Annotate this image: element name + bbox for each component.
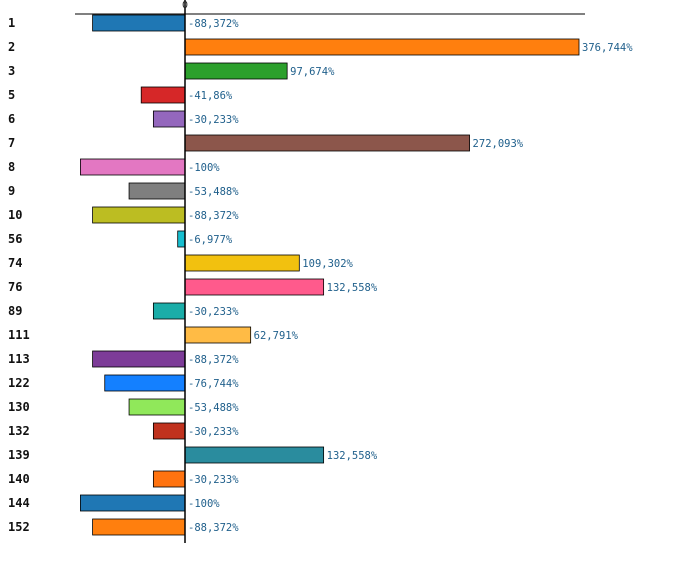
value-label-10: -88,372% (188, 210, 239, 222)
value-label-113: -88,372% (188, 354, 239, 366)
bar-144 (80, 494, 186, 512)
bar-9 (128, 182, 186, 200)
value-label-144: -100% (188, 498, 220, 510)
category-label-56: 56 (8, 232, 22, 246)
bar-74 (184, 254, 300, 272)
value-label-139: 132,558% (327, 450, 378, 462)
category-label-130: 130 (8, 400, 30, 414)
labels-layer: 1 -88,372% 2 376,744% 3 97,674% 5 -41,86% 6 -30,2… (8, 16, 633, 534)
category-label-152: 152 (8, 520, 30, 534)
bar-6 (152, 110, 186, 128)
bar-122 (104, 374, 186, 392)
category-label-74: 74 (8, 256, 22, 270)
value-label-7: 272,093% (473, 138, 524, 150)
bar-132 (152, 422, 186, 440)
value-label-1: -88,372% (188, 18, 239, 30)
category-label-76: 76 (8, 280, 22, 294)
bar-56 (177, 230, 186, 248)
value-label-111: 62,791% (254, 330, 299, 342)
category-label-6: 6 (8, 112, 15, 126)
bar-8 (80, 158, 186, 176)
bar-3 (184, 62, 288, 80)
bar-140 (152, 470, 186, 488)
category-label-132: 132 (8, 424, 30, 438)
category-label-2: 2 (8, 40, 15, 54)
bar-113 (92, 350, 186, 368)
bars-layer (80, 14, 580, 536)
value-label-5: -41,86% (188, 90, 233, 102)
value-label-6: -30,233% (188, 114, 239, 126)
value-label-152: -88,372% (188, 522, 239, 534)
bar-130 (128, 398, 186, 416)
bar-1 (92, 14, 186, 32)
bar-89 (152, 302, 186, 320)
category-label-113: 113 (8, 352, 30, 366)
value-label-8: -100% (188, 162, 220, 174)
value-label-56: -6,977% (188, 234, 233, 246)
bar-7 (184, 134, 470, 152)
value-label-9: -53,488% (188, 186, 239, 198)
category-label-139: 139 (8, 448, 30, 462)
bar-2 (184, 38, 580, 56)
category-label-5: 5 (8, 88, 15, 102)
value-label-130: -53,488% (188, 402, 239, 414)
value-label-89: -30,233% (188, 306, 239, 318)
category-label-111: 111 (8, 328, 30, 342)
value-label-132: -30,233% (188, 426, 239, 438)
category-label-10: 10 (8, 208, 22, 222)
bar-10 (92, 206, 186, 224)
bar-152 (92, 518, 186, 536)
category-label-140: 140 (8, 472, 30, 486)
value-label-140: -30,233% (188, 474, 239, 486)
category-label-3: 3 (8, 64, 15, 78)
bar-139 (184, 446, 325, 464)
zero-tick-label: 0 (182, 0, 188, 11)
category-label-9: 9 (8, 184, 15, 198)
category-label-1: 1 (8, 16, 15, 30)
category-label-144: 144 (8, 496, 30, 510)
category-label-7: 7 (8, 136, 15, 150)
category-label-122: 122 (8, 376, 30, 390)
value-label-122: -76,744% (188, 378, 239, 390)
value-label-3: 97,674% (290, 66, 335, 78)
bar-76 (184, 278, 325, 296)
bar-5 (140, 86, 186, 104)
bar-111 (184, 326, 252, 344)
value-label-2: 376,744% (582, 42, 633, 54)
category-label-89: 89 (8, 304, 22, 318)
category-label-8: 8 (8, 160, 15, 174)
value-label-76: 132,558% (327, 282, 378, 294)
value-label-74: 109,302% (302, 258, 353, 270)
